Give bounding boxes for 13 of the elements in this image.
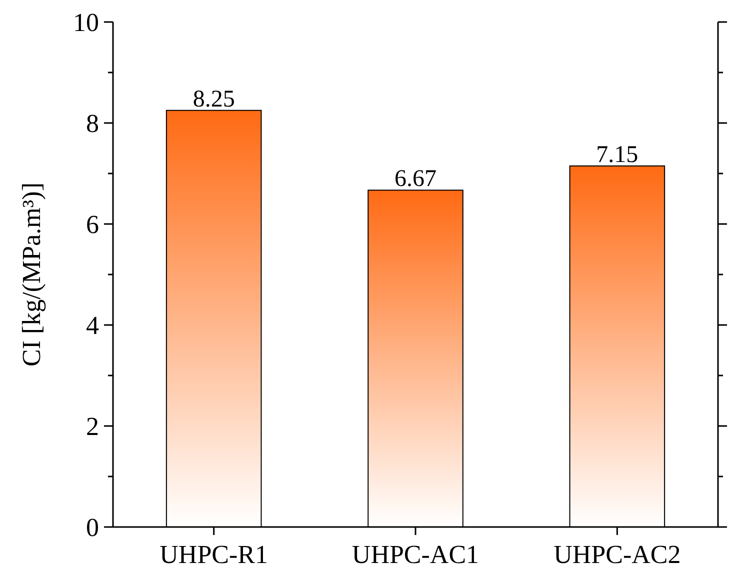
data-label: 7.15 [596,142,638,168]
x-tick-label: UHPC-AC2 [554,540,681,569]
y-tick-label: 4 [86,311,99,340]
data-label: 6.67 [394,166,436,192]
y-tick-label: 8 [86,109,99,138]
x-tick-label: UHPC-AC1 [352,540,480,569]
y-tick-label: 10 [73,8,99,38]
y-axis-title: CI [kg/(MPa.m³)] [17,182,46,366]
y-tick-label: 6 [86,210,99,240]
data-label: 8.25 [192,86,235,112]
y-tick-label: 2 [86,412,99,442]
x-tick-label: UHPC-R1 [160,540,268,569]
y-tick-label: 0 [86,513,99,542]
